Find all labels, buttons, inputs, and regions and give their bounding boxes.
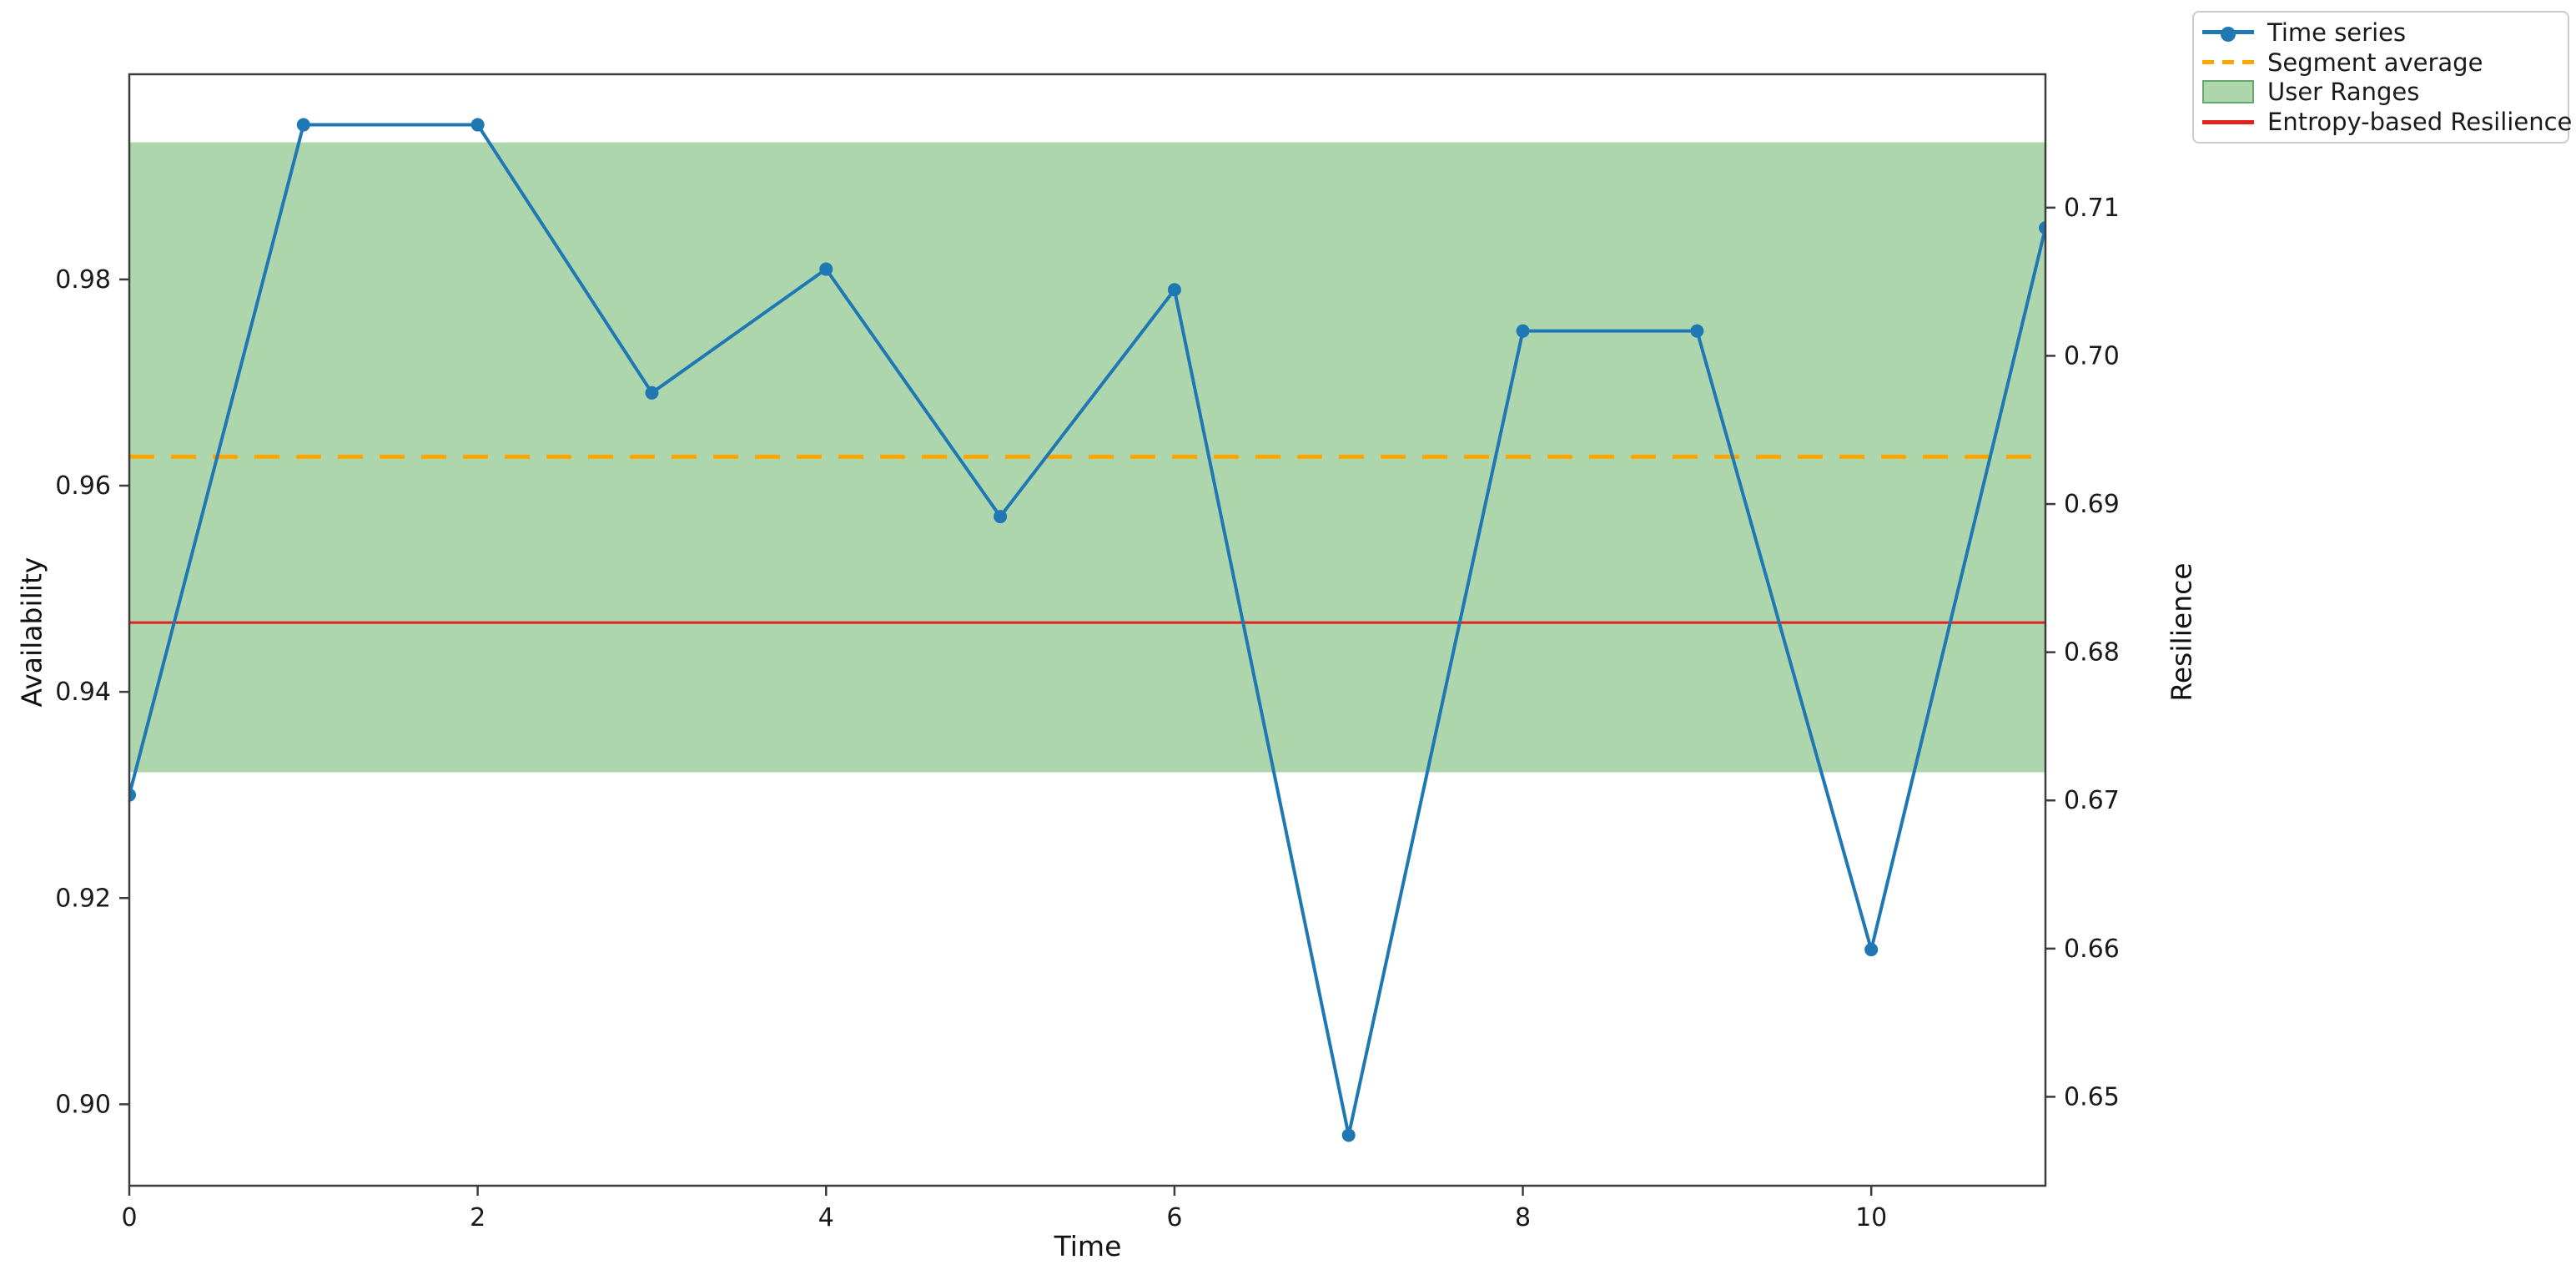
y-right-tick-label: 0.68 <box>2064 638 2120 668</box>
time-series-line <box>129 123 2045 1137</box>
legend-label: Segment average <box>2267 48 2483 77</box>
legend-label: User Ranges <box>2267 78 2420 107</box>
y-left-tick-label: 0.98 <box>55 265 111 295</box>
data-point-marker <box>1864 943 1879 957</box>
entropy-resilience-legend-swatch-icon <box>2202 119 2254 124</box>
segment-average-legend-swatch-icon <box>2202 60 2254 65</box>
axes-box <box>128 73 2047 1187</box>
data-point-marker <box>1341 1128 1356 1142</box>
data-point-marker <box>2039 221 2045 235</box>
y-left-tick-label: 0.90 <box>55 1090 111 1119</box>
data-point-marker <box>1690 324 1704 338</box>
data-point-marker <box>1167 283 1181 297</box>
y-axis-left-label: Availability <box>15 557 48 708</box>
y-right-tick-label: 0.67 <box>2064 786 2120 815</box>
legend-label: Time series <box>2267 18 2407 47</box>
legend-label: Entropy-based Resilience <box>2267 108 2573 137</box>
y-right-tick-label: 0.70 <box>2064 341 2120 370</box>
data-point-marker <box>645 386 659 400</box>
y-left-tick-label: 0.94 <box>55 678 111 707</box>
x-tick-label: 10 <box>1855 1203 1887 1232</box>
y-axis-right-label: Resilience <box>2165 562 2198 702</box>
x-tick-label: 4 <box>818 1203 834 1232</box>
data-point-marker <box>1516 324 1530 338</box>
time-series-group <box>129 118 2045 1142</box>
y-left-tick-label: 0.92 <box>55 884 111 913</box>
x-tick-label: 8 <box>1515 1203 1531 1232</box>
data-point-marker <box>819 262 833 276</box>
user-ranges-legend-swatch-icon <box>2202 80 2254 104</box>
x-tick-label: 0 <box>121 1203 137 1232</box>
data-point-marker <box>470 118 485 132</box>
legend-item-time-series: Time series <box>2202 18 2559 48</box>
legend-item-entropy-resilience: Entropy-based Resilience <box>2202 107 2572 137</box>
data-point-marker <box>994 510 1008 524</box>
x-axis-label: Time <box>1054 1230 1122 1262</box>
legend-item-user-ranges: User Ranges <box>2202 78 2559 108</box>
legend: Time series Segment average User Ranges … <box>2192 11 2572 144</box>
data-point-marker <box>129 788 136 802</box>
y-right-tick-label: 0.71 <box>2064 194 2120 223</box>
legend-item-segment-average: Segment average <box>2202 48 2559 78</box>
y-right-tick-label: 0.65 <box>2064 1082 2120 1111</box>
y-right-tick-label: 0.69 <box>2064 490 2120 519</box>
y-right-tick-label: 0.66 <box>2064 935 2120 964</box>
x-tick-label: 2 <box>470 1203 486 1232</box>
data-point-marker <box>296 118 310 132</box>
y-left-tick-label: 0.96 <box>55 471 111 501</box>
time-series-legend-swatch-icon <box>2202 27 2254 43</box>
x-tick-label: 6 <box>1166 1203 1182 1232</box>
